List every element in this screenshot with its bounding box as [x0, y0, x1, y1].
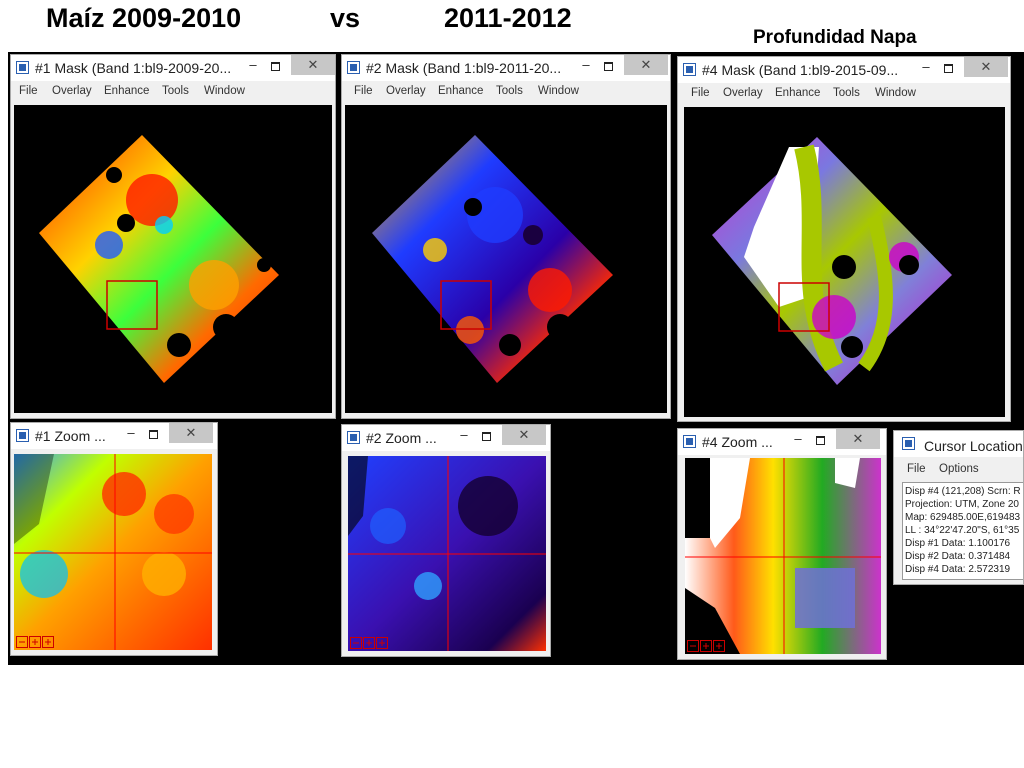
title-left: Maíz 2009-2010 [46, 3, 242, 33]
cursor-line-latlon: LL : 34°22'47.20"S, 61°35 [905, 525, 1020, 536]
menu-options[interactable]: Options [939, 463, 979, 475]
menu-enhance[interactable]: Enhance [438, 85, 484, 97]
mask-raster-2 [372, 135, 613, 383]
mask-image-4[interactable] [684, 107, 1005, 417]
zoom-raster-2 [348, 456, 546, 651]
cursor-line-map: Map: 629485.00E,619483 [905, 512, 1021, 523]
close-button[interactable]: ✕ [291, 55, 335, 75]
menu-window[interactable]: Window [204, 85, 245, 97]
menu-tools[interactable]: Tools [496, 85, 523, 97]
zoom-controls-icon[interactable] [687, 640, 727, 652]
mask-image-1[interactable] [14, 105, 332, 413]
zoom-raster-1 [14, 454, 212, 650]
zoom-raster-4 [685, 458, 881, 654]
menu-overlay[interactable]: Overlay [723, 87, 763, 99]
menu-window[interactable]: Window [875, 87, 916, 99]
close-button[interactable]: ✕ [169, 423, 213, 443]
maximize-button[interactable] [600, 57, 616, 75]
zoom-window-1[interactable]: #1 Zoom ... – ✕ [10, 422, 218, 656]
mask-image-2[interactable] [345, 105, 667, 413]
cursor-line-display: Disp #4 (121,208) Scrn: R [905, 486, 1021, 497]
maximize-button[interactable] [145, 425, 161, 443]
minimize-button[interactable]: – [249, 57, 257, 72]
menu-file[interactable]: File [354, 85, 373, 97]
maximize-button[interactable] [478, 427, 494, 445]
maximize-button[interactable] [940, 59, 956, 77]
title-right: 2011-2012 [444, 3, 572, 33]
menu-overlay[interactable]: Overlay [386, 85, 426, 97]
menu-overlay[interactable]: Overlay [52, 85, 92, 97]
roi-box[interactable] [106, 280, 158, 330]
menu-file[interactable]: File [691, 87, 710, 99]
mask-window-1[interactable]: #1 Mask (Band 1:bl9-2009-20... – ✕ File … [10, 54, 336, 419]
zoom-window-4[interactable]: #4 Zoom ... – ✕ [677, 428, 887, 660]
zoom-image-1[interactable] [14, 454, 212, 650]
cursor-line-disp1: Disp #1 Data: 1.100176 [905, 538, 1011, 549]
mask-window-1-menubar: File Overlay Enhance Tools Window [11, 83, 335, 101]
minimize-button[interactable]: – [460, 427, 468, 442]
cursor-location-titlebar[interactable]: Cursor Location [894, 431, 1023, 457]
zoom-window-1-titlebar[interactable]: #1 Zoom ... – ✕ [11, 423, 217, 449]
mask-window-1-title: #1 Mask (Band 1:bl9-2009-20... [35, 60, 232, 76]
mask-window-2-menubar: File Overlay Enhance Tools Window [342, 83, 670, 101]
zoom-window-2-title: #2 Zoom ... [366, 430, 437, 446]
menu-tools[interactable]: Tools [162, 85, 189, 97]
roi-box[interactable] [778, 282, 830, 332]
zoom-image-4[interactable] [685, 458, 881, 654]
mask-window-4[interactable]: #4 Mask (Band 1:bl9-2015-09... – ✕ File … [677, 56, 1011, 422]
close-button[interactable]: ✕ [964, 57, 1008, 77]
mask-window-4-title: #4 Mask (Band 1:bl9-2015-09... [702, 62, 899, 78]
app-icon [683, 63, 696, 76]
close-button[interactable]: ✕ [624, 55, 668, 75]
zoom-controls-icon[interactable] [16, 636, 56, 648]
cursor-line-disp4: Disp #4 Data: 2.572319 [905, 564, 1011, 575]
zoom-window-1-title: #1 Zoom ... [35, 428, 106, 444]
mask-window-1-titlebar[interactable]: #1 Mask (Band 1:bl9-2009-20... – ✕ [11, 55, 335, 81]
mask-window-4-menubar: File Overlay Enhance Tools Window [678, 85, 1010, 103]
menu-window[interactable]: Window [538, 85, 579, 97]
minimize-button[interactable]: – [127, 425, 135, 440]
zoom-window-4-titlebar[interactable]: #4 Zoom ... – ✕ [678, 429, 886, 455]
menu-enhance[interactable]: Enhance [775, 87, 821, 99]
maximize-button[interactable] [267, 57, 283, 75]
zoom-window-4-title: #4 Zoom ... [702, 434, 773, 450]
cursor-info-panel: Disp #4 (121,208) Scrn: R Projection: UT… [902, 482, 1023, 580]
cursor-line-disp2: Disp #2 Data: 0.371484 [905, 551, 1011, 562]
zoom-window-2[interactable]: #2 Zoom ... – ✕ [341, 424, 551, 657]
minimize-button[interactable]: – [794, 431, 802, 446]
app-icon [902, 437, 915, 450]
mask-window-4-titlebar[interactable]: #4 Mask (Band 1:bl9-2015-09... – ✕ [678, 57, 1010, 83]
app-icon [16, 61, 29, 74]
close-button[interactable]: ✕ [502, 425, 546, 445]
zoom-image-2[interactable] [348, 456, 546, 651]
title-vs: vs [330, 3, 361, 33]
menu-file[interactable]: File [907, 463, 926, 475]
menu-enhance[interactable]: Enhance [104, 85, 150, 97]
menu-file[interactable]: File [19, 85, 38, 97]
roi-box[interactable] [440, 280, 492, 330]
zoom-controls-icon[interactable] [350, 637, 390, 649]
maximize-button[interactable] [812, 431, 828, 449]
minimize-button[interactable]: – [582, 57, 590, 72]
cursor-location-title: Cursor Location [924, 438, 1023, 454]
app-icon [347, 431, 360, 444]
app-icon [16, 429, 29, 442]
close-button[interactable]: ✕ [836, 429, 880, 449]
mask-window-2[interactable]: #2 Mask (Band 1:bl9-2011-20... – ✕ File … [341, 54, 671, 419]
cursor-line-projection: Projection: UTM, Zone 20 [905, 499, 1019, 510]
app-icon [683, 435, 696, 448]
mask-window-2-title: #2 Mask (Band 1:bl9-2011-20... [366, 60, 562, 76]
minimize-button[interactable]: – [922, 59, 930, 74]
cursor-location-window[interactable]: Cursor Location File Options Disp #4 (12… [893, 430, 1024, 585]
mask-raster-4 [712, 137, 952, 385]
mask-window-2-titlebar[interactable]: #2 Mask (Band 1:bl9-2011-20... – ✕ [342, 55, 670, 81]
app-icon [347, 61, 360, 74]
menu-tools[interactable]: Tools [833, 87, 860, 99]
subtitle-profundidad: Profundidad Napa [753, 27, 917, 48]
zoom-window-2-titlebar[interactable]: #2 Zoom ... – ✕ [342, 425, 550, 451]
mask-raster-1 [39, 135, 279, 383]
cursor-location-menubar: File Options [894, 461, 1023, 479]
